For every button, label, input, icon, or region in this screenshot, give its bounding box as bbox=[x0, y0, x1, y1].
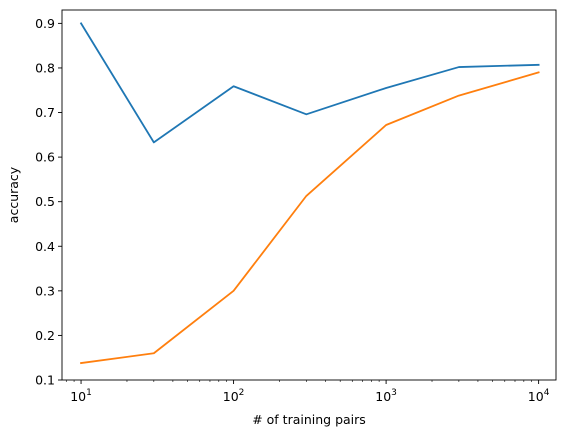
series-layer bbox=[79, 22, 540, 365]
y-tick-label: 0.9 bbox=[35, 16, 55, 31]
x-tick-label: 101 bbox=[70, 388, 92, 404]
x-tick-label: 102 bbox=[223, 388, 245, 404]
y-tick-label: 0.3 bbox=[35, 283, 55, 298]
y-tick-label: 0.4 bbox=[35, 239, 55, 254]
plot-frame bbox=[61, 9, 557, 381]
x-tick-label: 104 bbox=[528, 388, 550, 404]
axes-layer: 0.1 0.2 0.3 0.4 0.5 0.6 0.7 0.8 0.9 101 102 103 104 bbox=[35, 9, 557, 404]
y-tick-label: 0.5 bbox=[35, 194, 55, 209]
y-tick-label: 0.8 bbox=[35, 60, 55, 75]
y-tick-label: 0.2 bbox=[35, 328, 55, 343]
y-tick-label: 0.7 bbox=[35, 105, 55, 120]
x-axis-label: # of training pairs bbox=[252, 412, 366, 427]
y-tick-label: 0.6 bbox=[35, 150, 55, 165]
y-tick-label: 0.1 bbox=[35, 373, 55, 388]
series-line-1 bbox=[79, 22, 540, 144]
y-axis-label: accuracy bbox=[6, 166, 21, 223]
series-line-2 bbox=[80, 71, 540, 365]
x-tick-label: 103 bbox=[375, 388, 397, 404]
